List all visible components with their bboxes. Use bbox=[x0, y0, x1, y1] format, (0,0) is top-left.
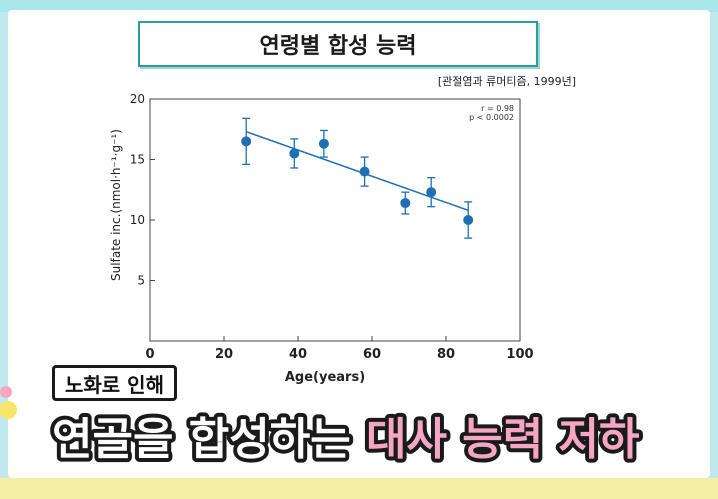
y-tick-label: 15 bbox=[130, 153, 145, 167]
data-point bbox=[359, 166, 370, 177]
source-citation: [관절염과 류머티즘, 1999년] bbox=[437, 75, 576, 88]
y-tick-label: 5 bbox=[137, 274, 145, 288]
x-axis-label: Age(years) bbox=[285, 370, 365, 385]
flower-decoration-icon bbox=[0, 386, 17, 419]
caption-box-text: 노화로 인해 bbox=[65, 372, 164, 397]
x-tick-label: 0 bbox=[145, 347, 154, 362]
data-point bbox=[241, 136, 252, 147]
x-tick-label: 80 bbox=[437, 347, 455, 362]
main-caption: 연골을 합성하는 대사 능력 저하 bbox=[48, 410, 644, 469]
top-stripe bbox=[0, 0, 718, 12]
data-point bbox=[426, 187, 437, 198]
y-tick-label: 20 bbox=[130, 92, 145, 106]
data-point bbox=[463, 215, 474, 225]
trend-line bbox=[245, 130, 469, 212]
chart-title-box: 연령별 합성 능력 bbox=[138, 21, 538, 67]
x-tick-label: 100 bbox=[506, 347, 533, 362]
main-caption-pink-text: 대사 능력 저하 bbox=[366, 414, 640, 465]
y-axis-label: Sulfate inc.(nmol·h⁻¹·g⁻¹) bbox=[109, 129, 123, 281]
x-tick-label: 40 bbox=[289, 347, 307, 362]
caption-box: 노화로 인해 bbox=[52, 365, 177, 401]
x-tick-label: 20 bbox=[215, 347, 233, 362]
main-caption-white: 연골을 합성하는 대사 능력 저하 bbox=[52, 414, 640, 465]
data-point bbox=[318, 138, 329, 149]
stats-annotation: p < 0.0002 bbox=[469, 113, 514, 122]
chart-title: 연령별 합성 능력 bbox=[259, 34, 417, 59]
bottom-stripe bbox=[0, 478, 718, 499]
stats-annotation: r = 0.98 bbox=[481, 104, 514, 113]
data-point bbox=[289, 148, 300, 159]
x-tick-label: 60 bbox=[363, 347, 381, 362]
main-caption-white-text: 연골을 합성하는 bbox=[52, 414, 366, 465]
y-tick-label: 10 bbox=[130, 213, 145, 227]
data-point bbox=[400, 198, 411, 209]
